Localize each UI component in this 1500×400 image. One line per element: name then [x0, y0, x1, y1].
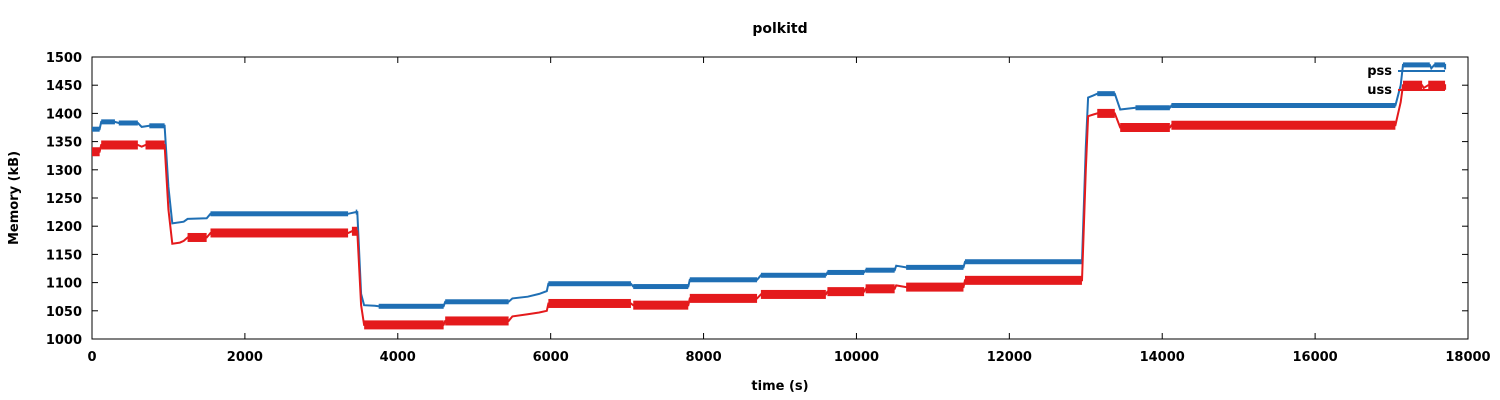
data-point-run-pss — [210, 211, 349, 217]
y-tick-label: 1000 — [46, 333, 82, 348]
data-point-run-uss — [1171, 120, 1396, 130]
data-point-run-pss — [101, 119, 115, 125]
y-tick-label: 1200 — [46, 220, 82, 235]
data-point-run-uss — [445, 316, 509, 326]
data-point-run-pss — [906, 264, 964, 270]
data-point-run-uss — [364, 320, 444, 330]
data-point-run-uss — [906, 282, 964, 292]
chart-title: polkitd — [752, 21, 807, 37]
data-point-run-uss — [633, 300, 689, 310]
data-point-run-pss — [92, 126, 100, 132]
data-point-run-pss — [1135, 105, 1170, 111]
series-pss — [92, 62, 1447, 309]
x-tick-label: 18000 — [1445, 350, 1490, 365]
y-tick-label: 1400 — [46, 107, 82, 122]
data-point-run-pss — [1403, 62, 1430, 68]
x-tick-label: 6000 — [533, 350, 569, 365]
data-point-run-pss — [827, 269, 865, 275]
data-point-run-uss — [865, 284, 895, 294]
y-tick-label: 1250 — [46, 192, 82, 207]
data-point-run-pss — [149, 123, 165, 129]
data-point-run-pss — [1097, 91, 1115, 97]
data-point-run-uss — [689, 293, 758, 303]
y-tick-label: 1450 — [46, 79, 82, 94]
data-point-run-pss — [548, 281, 631, 287]
data-point-run-pss — [355, 209, 358, 215]
data-point-run-pss — [445, 299, 509, 305]
data-point-run-uss — [145, 140, 165, 150]
x-axis: 0 2000 4000 6000 8000 10000 12000 14000 16000 180… — [87, 57, 1491, 365]
legend: pss uss — [1367, 64, 1445, 98]
data-point-run-uss — [760, 289, 826, 299]
data-point-run-uss — [964, 275, 1082, 285]
y-tick-label: 1500 — [46, 51, 82, 66]
data-point-run-pss — [760, 272, 826, 278]
data-point-run-uss — [827, 287, 865, 297]
data-point-run-pss — [865, 267, 895, 273]
data-point-run-uss — [210, 228, 349, 238]
data-point-run-uss — [1120, 123, 1170, 132]
data-point-run-pss — [633, 284, 689, 290]
data-point-run-uss — [1428, 80, 1446, 90]
data-point-run-pss — [1171, 103, 1396, 109]
data-point-run-uss — [187, 232, 207, 242]
x-tick-label: 12000 — [987, 350, 1032, 365]
y-tick-label: 1150 — [46, 248, 82, 263]
data-point-run-pss — [378, 303, 444, 309]
x-tick-label: 2000 — [227, 350, 263, 365]
data-point-run-uss — [548, 298, 631, 308]
x-tick-label: 4000 — [380, 350, 416, 365]
y-tick-label: 1050 — [46, 305, 82, 320]
series-line-pss — [92, 63, 1447, 308]
data-point-run-uss — [1097, 108, 1115, 118]
legend-label-uss: uss — [1367, 83, 1392, 98]
data-point-run-pss — [118, 120, 138, 126]
y-tick-label: 1350 — [46, 136, 82, 151]
x-tick-label: 10000 — [834, 350, 879, 365]
x-tick-label: 0 — [87, 350, 96, 365]
data-point-run-pss — [964, 259, 1082, 265]
data-point-run-uss — [1403, 80, 1423, 90]
y-tick-label: 1300 — [46, 164, 82, 179]
series-layer — [92, 62, 1447, 330]
x-tick-label: 16000 — [1292, 350, 1337, 365]
y-axis: 1000 1050 1100 1150 1200 1250 1300 1350 1400 1450… — [46, 51, 1468, 348]
legend-label-pss: pss — [1367, 64, 1392, 79]
data-point-run-uss — [92, 147, 100, 157]
data-point-run-pss — [1434, 62, 1446, 68]
y-tick-label: 1100 — [46, 277, 82, 292]
data-point-run-pss — [689, 277, 758, 283]
x-tick-label: 8000 — [685, 350, 721, 365]
x-tick-label: 14000 — [1140, 350, 1185, 365]
y-axis-label: Memory (kB) — [7, 151, 22, 245]
data-point-run-uss — [101, 140, 138, 150]
data-point-run-uss — [351, 226, 358, 236]
x-axis-label: time (s) — [751, 379, 808, 394]
series-uss — [92, 80, 1447, 330]
